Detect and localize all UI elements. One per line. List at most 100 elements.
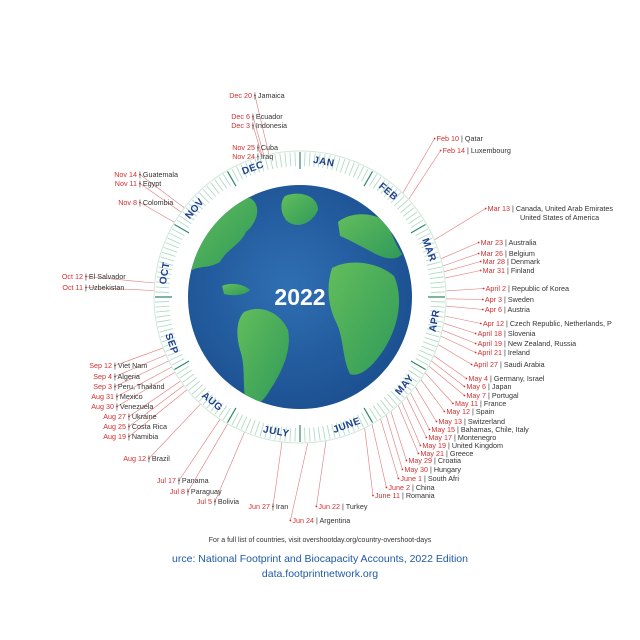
tick-mark — [376, 179, 386, 192]
leader-line — [380, 418, 399, 479]
overshoot-date: Nov 8 — [118, 198, 137, 207]
country-label: Nov 14 | Guatemala — [114, 170, 178, 179]
tick-mark — [410, 219, 424, 228]
tick-mark — [387, 188, 398, 200]
leader-line — [406, 396, 427, 438]
country-name: | Jamaica — [252, 91, 285, 100]
tick-mark — [419, 349, 433, 357]
country-label: Aug 31 | Mexico — [91, 392, 142, 401]
tick-mark — [206, 397, 217, 409]
leader-dot — [463, 394, 466, 397]
tick-mark — [348, 162, 355, 176]
country-name: | France — [478, 399, 506, 408]
tick-mark — [428, 319, 443, 323]
tick-mark — [174, 360, 190, 371]
tick-mark — [188, 380, 200, 391]
leader-line — [114, 354, 167, 377]
land-caribbean — [222, 283, 250, 296]
leader-dot — [443, 410, 446, 413]
tick-mark — [417, 233, 431, 240]
leader-line — [214, 431, 245, 502]
country-name: | Ireland — [502, 348, 530, 357]
tick-mark — [254, 421, 260, 436]
overshoot-date: May 13 — [438, 417, 462, 426]
tick-mark — [428, 266, 442, 271]
tick-mark — [155, 305, 170, 308]
leader-line — [139, 202, 175, 223]
leader-dot — [254, 94, 256, 97]
source-line: urce: National Footprint and Biocapacity… — [172, 553, 468, 565]
tick-mark — [357, 414, 364, 428]
country-name-line2: United States of America — [520, 213, 599, 222]
leader-dot — [252, 115, 254, 118]
leader-line — [116, 372, 176, 407]
tick-mark — [427, 328, 441, 333]
country-label: May 12 | Spain — [446, 407, 494, 416]
country-label: June 11 | Romania — [375, 491, 435, 500]
full-list-note: For a full list of countries, visit over… — [209, 537, 432, 544]
tick-mark — [369, 407, 378, 421]
tick-mark — [421, 242, 435, 249]
country-name: | Montenegro — [452, 433, 496, 442]
leader-dot — [479, 269, 482, 272]
leader-line — [254, 95, 270, 155]
tick-mark — [269, 155, 274, 169]
leader-line — [252, 125, 263, 157]
tick-mark — [167, 349, 181, 357]
tick-mark — [400, 380, 412, 391]
tick-mark — [430, 286, 445, 289]
tick-mark — [425, 332, 440, 338]
leader-dot — [139, 173, 141, 176]
tick-mark — [155, 286, 170, 289]
tick-mark — [259, 422, 265, 437]
tick-mark — [279, 153, 283, 168]
overshoot-date: Feb 14 — [443, 146, 465, 155]
country-name: | United Kingdom — [446, 441, 503, 450]
country-name: | Ecuador — [250, 112, 283, 121]
country-label: Apr 6 | Austria — [485, 305, 530, 314]
tick-mark — [218, 405, 228, 418]
leader-line — [442, 253, 479, 267]
country-name: | Romania — [400, 491, 435, 500]
overshoot-date: June 11 — [375, 491, 400, 500]
tick-mark — [344, 160, 350, 175]
tick-mark — [422, 247, 437, 253]
overshoot-date: Nov 14 — [114, 170, 137, 179]
leader-dot — [139, 201, 141, 204]
tick-mark — [240, 416, 248, 430]
leader-line — [114, 360, 169, 387]
tick-mark — [402, 377, 415, 387]
country-label: Aug 25 | Costa Rica — [103, 422, 167, 431]
leader-dot — [272, 505, 274, 508]
tick-mark — [340, 158, 346, 173]
tick-mark — [250, 419, 256, 434]
tick-mark — [156, 314, 171, 318]
country-name: | Colombia — [137, 198, 173, 207]
overshoot-date: Jul 8 — [170, 487, 185, 496]
overshoot-date: Dec 20 — [229, 91, 252, 100]
tick-mark — [410, 360, 426, 371]
tick-mark — [165, 242, 179, 249]
globe: 2022 — [188, 185, 412, 409]
tick-mark — [430, 281, 445, 284]
source-site: data.footprintnetwork.org — [262, 568, 378, 580]
tick-mark — [331, 156, 336, 170]
tick-mark — [191, 384, 203, 395]
tick-mark — [250, 160, 256, 175]
overshoot-date: April 19 — [478, 339, 502, 348]
overshoot-date: May 6 — [466, 382, 486, 391]
leader-line — [437, 344, 472, 365]
tick-mark — [198, 390, 210, 402]
land-south-america — [237, 308, 289, 407]
tick-mark — [390, 390, 402, 402]
tick-mark — [226, 171, 237, 187]
tick-mark — [231, 168, 239, 182]
country-label: April 2 | Republic of Korea — [486, 284, 569, 293]
leader-line — [316, 440, 327, 507]
tick-mark — [214, 179, 224, 192]
tick-mark — [308, 152, 311, 167]
overshoot-date: Aug 31 — [91, 392, 114, 401]
country-name: | El Salvador — [83, 272, 126, 281]
tick-mark — [171, 358, 185, 366]
tick-mark — [402, 207, 415, 217]
